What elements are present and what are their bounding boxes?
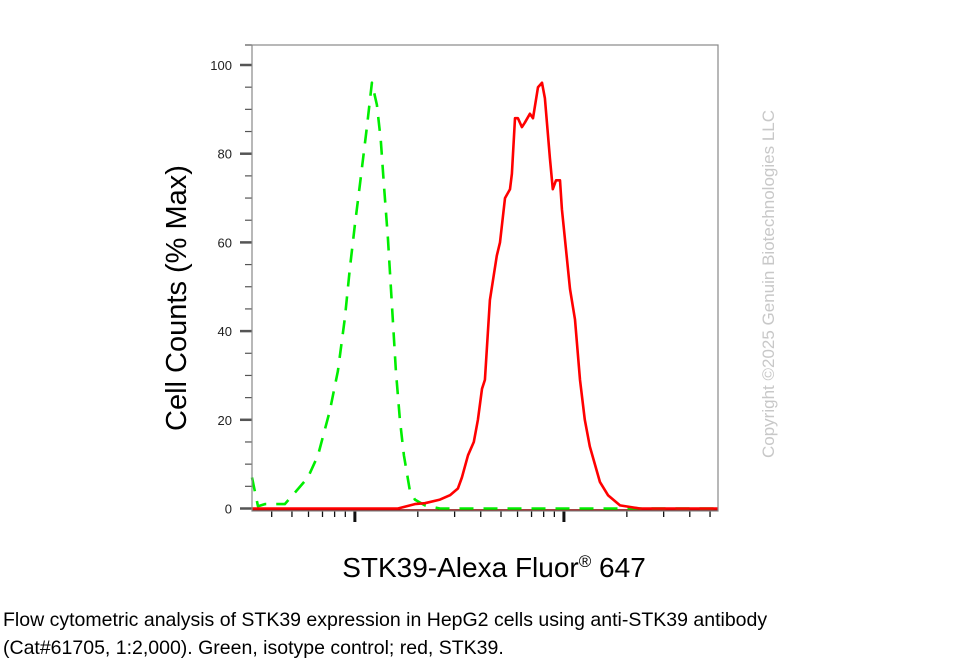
y-tick-label: 40 xyxy=(218,324,232,339)
plot-frame xyxy=(251,44,719,512)
copyright-watermark: Copyright ©2025 Genuin Biotechnologies L… xyxy=(759,110,778,458)
axes: 0 20 40 60 80 100 xyxy=(210,44,718,522)
x-axis-label-registered: ® xyxy=(579,552,592,571)
stk39-curve xyxy=(252,81,718,510)
x-axis-label: STK39-Alexa Fluor® 647 xyxy=(342,552,646,583)
y-axis-label: Cell Counts (% Max) xyxy=(161,165,193,431)
figure-caption: Flow cytometric analysis of STK39 expres… xyxy=(3,606,978,662)
x-axis-label-suffix: 647 xyxy=(591,552,646,583)
caption-line-2: (Cat#61705, 1:2,000). Green, isotype con… xyxy=(3,637,504,659)
y-tick-label: 100 xyxy=(210,58,232,73)
y-tick-label: 20 xyxy=(218,413,232,428)
caption-line-1: Flow cytometric analysis of STK39 expres… xyxy=(3,609,768,631)
y-tick-label: 80 xyxy=(218,147,232,162)
x-axis-label-main: STK39-Alexa Fluor xyxy=(342,552,579,583)
y-tick-label: 0 xyxy=(225,502,232,517)
series-group xyxy=(250,81,718,510)
isotype-control-curve xyxy=(250,81,718,510)
y-tick-label: 60 xyxy=(218,235,232,250)
